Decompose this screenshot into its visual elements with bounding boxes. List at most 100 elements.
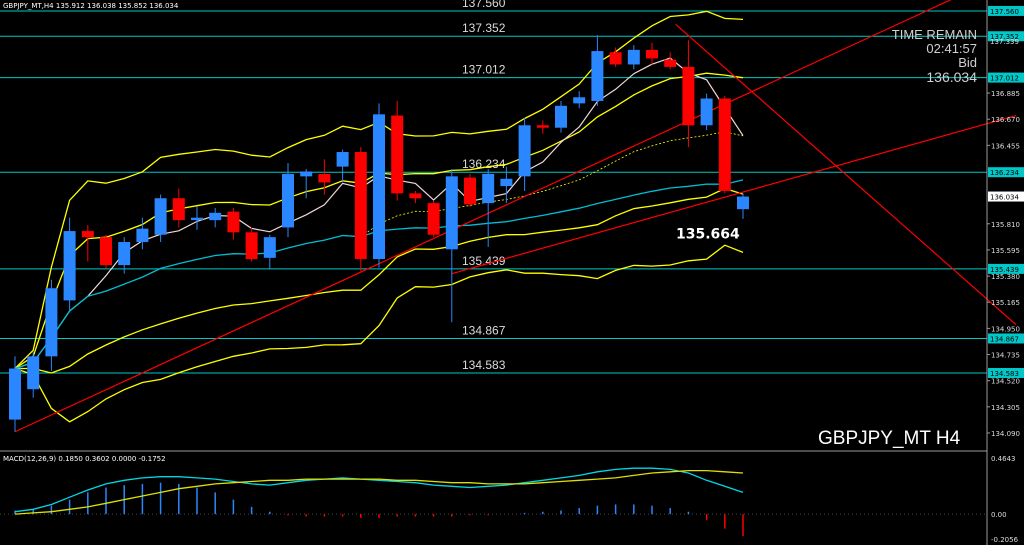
level-label-6: 134.583 [462,358,506,372]
candle-body-11 [209,212,222,221]
symbol-info: GBPJPY_MT,H4 [3,2,54,10]
level-tag-1 [988,31,1024,42]
bid-value: 136.034 [926,69,977,85]
level-tag-0 [988,5,1024,16]
level-tag-2 [988,72,1024,83]
candle-body-8 [154,198,167,235]
candles [9,35,749,432]
time-remain-value: 02:41:57 [926,41,977,56]
symbol-label: GBPJPY_MT H4 [818,428,961,449]
level-tag-text-5: 134.867 [990,335,1019,343]
bid-tag-text: 136.034 [990,194,1019,202]
candle-body-10 [191,217,203,221]
level-label-3: 136.234 [462,157,506,171]
y-tick-label-1: 136.670 [991,116,1020,124]
trendline-down [675,23,1017,326]
level-tag-4 [988,263,1024,274]
time-remain-panel: TIME REMAIN 02:41:57 Bid 136.034 [891,27,977,85]
level-label-2: 137.012 [462,63,506,77]
candle-body-28 [518,125,531,177]
candle-body-24 [445,176,458,250]
level-tag-5 [988,333,1024,344]
level-tag-text-6: 134.583 [990,370,1019,378]
bid-label: Bid [958,55,977,70]
candle-body-16 [300,171,313,177]
candle-body-20 [373,114,385,260]
level-tag-text-1: 137.352 [990,33,1019,41]
candle-body-26 [482,173,495,204]
candle-body-37 [682,66,695,126]
y-tick-label-0: 136.885 [991,90,1020,98]
macd-tick-label-2: -0.2056 [991,536,1019,544]
y-tick-label-7: 134.950 [991,325,1020,333]
macd-signal-line [14,469,744,515]
level-label-0: 137.560 [462,0,506,10]
trendline-upper [14,0,952,433]
macd-tick-label-1: 0.00 [991,511,1007,519]
candle-body-5 [100,237,112,266]
candle-body-25 [464,177,476,205]
candle-body-29 [536,125,549,128]
candle-body-9 [172,198,185,221]
candle-body-18 [336,152,349,167]
level-tag-text-4: 135.439 [990,266,1019,274]
candle-body-23 [427,203,440,235]
candle-body-12 [227,211,240,233]
level-tag-3 [988,167,1024,178]
level-tag-6 [988,368,1024,379]
band-lower-1 [15,187,744,374]
level-label-1: 137.352 [462,21,506,35]
chart-header: GBPJPY_MT,H4 135.912 136.038 135.852 136… [3,2,178,10]
macd-label: MACD(12,26,9) 0.1850 0.3602 0.0000 -0.17… [3,455,166,463]
level-label-4: 135.439 [462,254,506,268]
macd-panel: 0.4643 0.00 -0.2056 [0,455,1019,544]
y-tick-label-6: 135.165 [991,299,1020,307]
candle-body-6 [118,242,131,266]
y-tick-label-8: 134.735 [991,352,1020,360]
partial-tick-label: 137.339 [990,38,1019,46]
annotation-label-0: 135.664 [676,227,740,243]
level-tag-text-0: 137.560 [990,8,1019,16]
candle-body-40 [737,196,749,210]
bid-tag [988,191,1024,202]
candle-body-39 [718,98,731,191]
y-tick-label-2: 136.455 [991,142,1020,150]
level-tag-text-2: 137.012 [990,75,1019,83]
candle-body-2 [45,288,58,357]
candle-body-3 [63,231,76,301]
candle-body-22 [409,193,422,199]
y-tick-label-9: 134.520 [991,378,1020,386]
candle-body-36 [664,59,677,67]
candle-body-34 [627,49,640,65]
level-tag-text-3: 136.234 [990,169,1019,177]
macd-main-line [14,467,744,513]
candle-body-4 [81,231,94,238]
candle-body-15 [282,173,294,228]
candle-body-33 [609,52,622,65]
candle-body-38 [700,98,713,126]
trend-lines: 135.664 [14,0,1017,433]
y-tick-label-4: 135.595 [991,247,1020,255]
y-tick-label-5: 135.380 [991,273,1020,281]
candle-body-7 [136,228,149,243]
time-remain-title: TIME REMAIN [891,27,977,42]
candle-body-27 [500,178,513,187]
y-tick-label-10: 134.305 [991,404,1020,412]
ohlc-values: 135.912 136.038 135.852 136.034 [55,2,179,10]
y-tick-label-3: 135.810 [991,221,1020,229]
candle-body-1 [27,356,40,390]
macd-tick-label-0: 0.4643 [991,455,1016,463]
candle-body-31 [573,97,586,104]
candle-body-14 [263,237,276,258]
y-tick-label-11: 134.090 [991,430,1020,438]
candle-body-19 [354,152,367,260]
candle-body-17 [318,173,331,183]
candle-body-21 [391,115,404,194]
band-lower-2 [14,244,744,423]
horizontal-levels: 137.560 137.352 137.012 136.234 135.439 134.8… [0,0,987,374]
candle-body-32 [591,51,604,101]
candle-body-0 [9,368,21,420]
candle-body-13 [245,232,258,260]
